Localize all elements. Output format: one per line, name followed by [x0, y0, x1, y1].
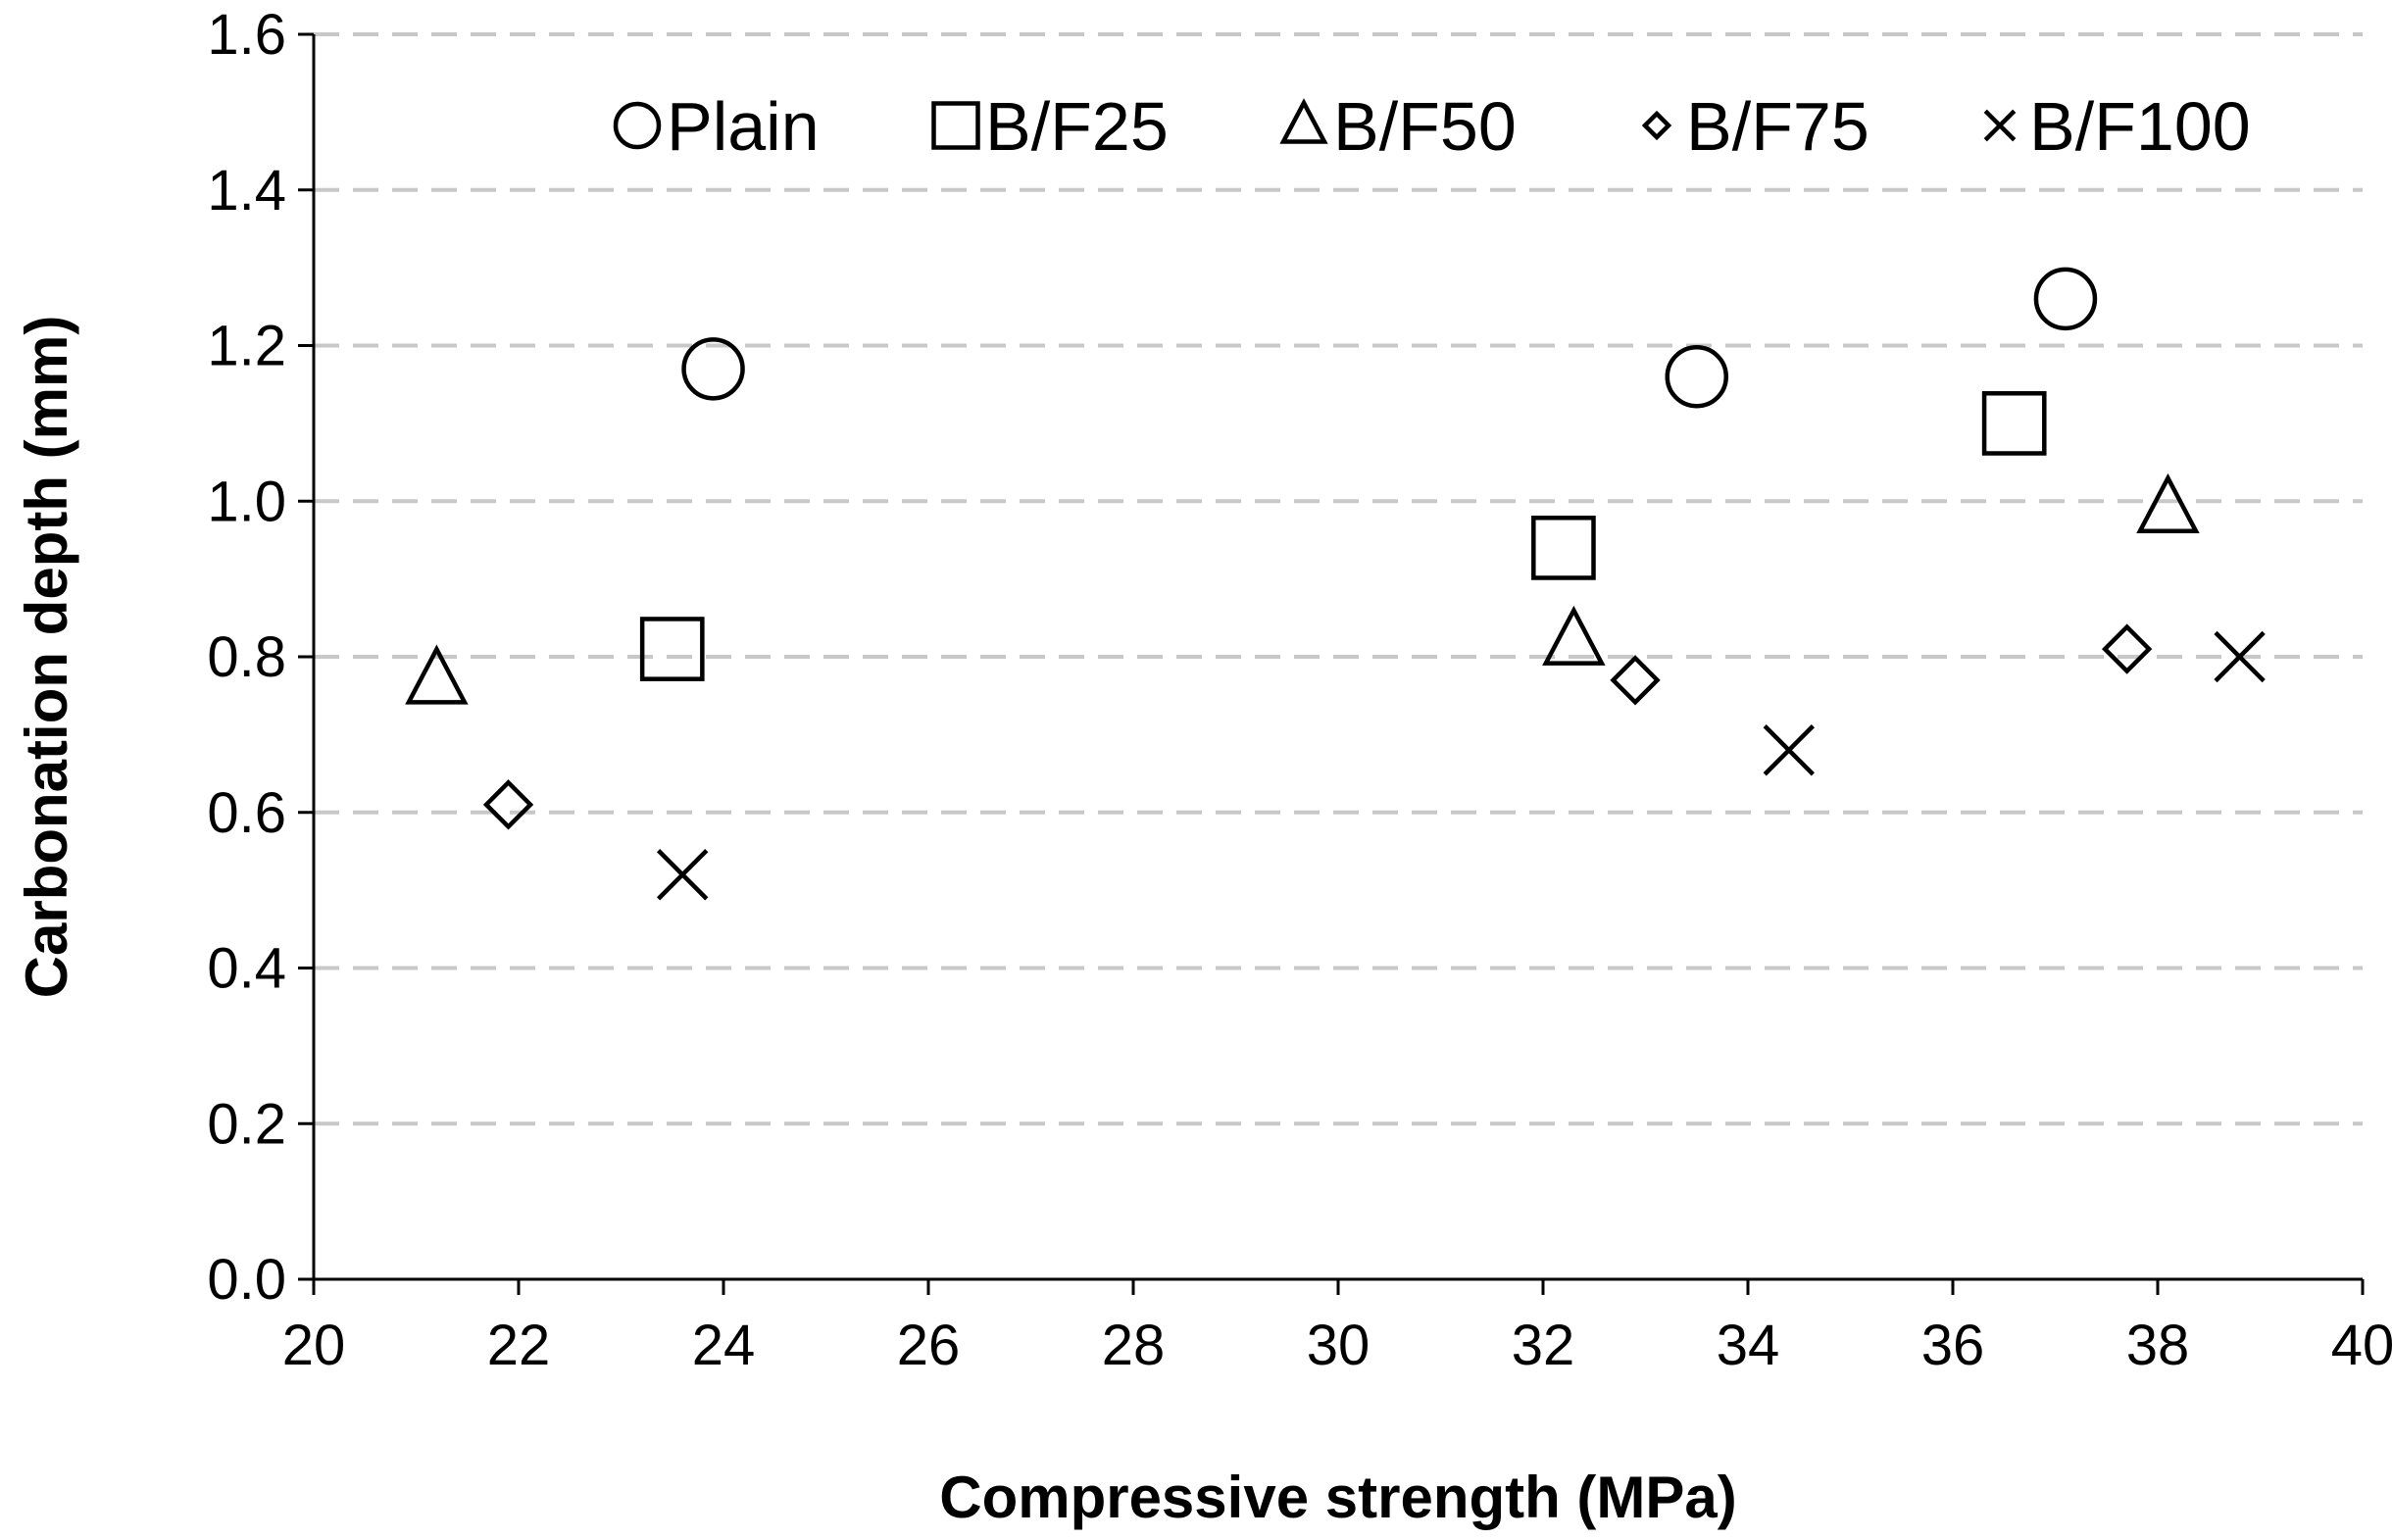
x-tick-label-3: 26	[897, 1314, 961, 1377]
x-tick-label-9: 38	[2126, 1314, 2190, 1377]
point-b-f75-1	[1610, 655, 1661, 706]
point-b-f25-0	[639, 617, 705, 681]
legend-label-b-f50: B/F50	[1333, 88, 1517, 165]
legend-item-b-f25: B/F25	[931, 88, 1169, 165]
x-axis-title: Compressive strength (MPa)	[939, 1465, 1737, 1530]
legend-marker-b-f100	[1983, 109, 2017, 142]
tick-labels: 0.0 0.2 0.4 0.6 0.8 1.0 1.2 1.4 1.6 20 22 24 26 28 30 3…	[207, 3, 2392, 1377]
legend-label-b-f75: B/F75	[1686, 88, 1869, 165]
x-tick-label-6: 32	[1512, 1314, 1575, 1377]
y-tick-label-0: 0.0	[207, 1248, 286, 1312]
legend-item-b-f50: B/F50	[1279, 88, 1517, 165]
point-b-f25-1	[1531, 516, 1596, 580]
point-b-f50-2	[2136, 472, 2200, 533]
legend-marker-b-f25	[931, 101, 980, 150]
point-b-f50-0	[405, 644, 469, 705]
legend-label-plain: Plain	[667, 88, 820, 165]
legend-item-plain: Plain	[613, 88, 820, 165]
axes	[298, 32, 2365, 1295]
y-tick-label-8: 1.6	[207, 3, 286, 67]
legend-marker-b-f75	[1641, 110, 1672, 141]
legend-label-b-f100: B/F100	[2029, 88, 2251, 165]
point-b-f100-2	[2214, 630, 2266, 683]
y-tick-label-3: 0.6	[207, 781, 286, 845]
y-tick-label-6: 1.2	[207, 315, 286, 378]
point-b-f100-0	[657, 849, 709, 901]
legend-item-b-f100: B/F100	[1983, 88, 2251, 165]
legend-label-b-f25: B/F25	[985, 88, 1169, 165]
data-points	[405, 267, 2266, 901]
y-tick-label-5: 1.0	[207, 470, 286, 533]
y-tick-label-1: 0.2	[207, 1092, 286, 1156]
point-plain-2	[2033, 267, 2098, 331]
x-tick-label-1: 22	[487, 1314, 551, 1377]
point-plain-0	[681, 337, 745, 401]
y-tick-label-4: 0.8	[207, 625, 286, 689]
x-tick-label-7: 34	[1717, 1314, 1780, 1377]
x-tick-label-2: 24	[692, 1314, 756, 1377]
gridlines	[314, 32, 2363, 1126]
y-axis-title: Carbonation depth (mm)	[14, 316, 79, 999]
point-b-f50-1	[1542, 605, 1606, 666]
legend-item-b-f75: B/F75	[1641, 88, 1869, 165]
x-tick-label-5: 30	[1307, 1314, 1370, 1377]
point-b-f75-0	[482, 779, 534, 830]
x-tick-label-0: 20	[282, 1314, 346, 1377]
legend-marker-plain	[613, 101, 662, 150]
x-tick-label-4: 28	[1102, 1314, 1166, 1377]
legend: Plain B/F25 B/F50 B/F75 B/F100	[613, 88, 2251, 165]
x-tick-label-8: 36	[1921, 1314, 1985, 1377]
x-tick-label-10: 40	[2331, 1314, 2392, 1377]
legend-marker-b-f50	[1279, 98, 1328, 144]
point-b-f75-2	[2101, 623, 2153, 674]
point-b-f25-2	[1981, 391, 2047, 456]
point-b-f100-1	[1763, 724, 1815, 776]
point-plain-1	[1665, 345, 1728, 409]
y-tick-label-2: 0.4	[207, 937, 286, 1001]
y-tick-label-7: 1.4	[207, 159, 286, 223]
